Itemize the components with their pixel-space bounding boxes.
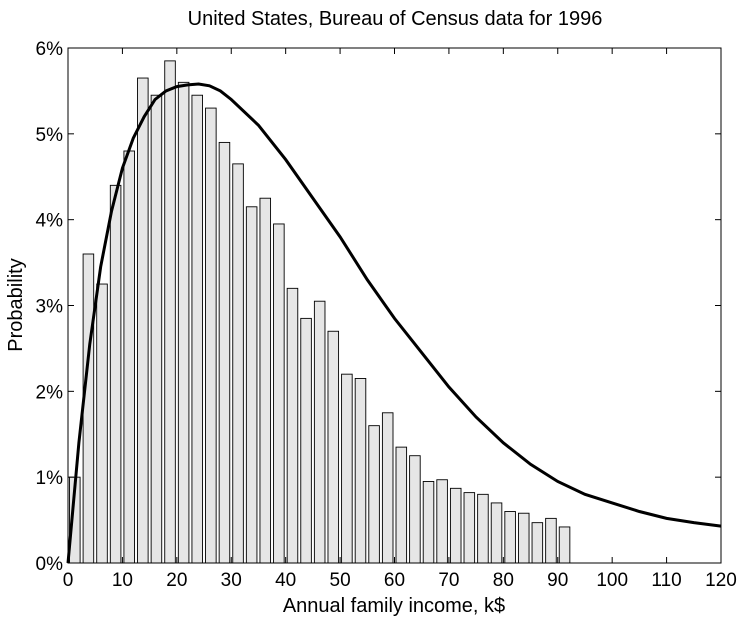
y-axis-title: Probability: [5, 258, 27, 351]
bar: [395, 446, 408, 564]
bar: [286, 287, 299, 564]
x-axis: 0 10 20 30 40 50 60 70 80 90 100 110 120: [63, 48, 737, 591]
bar: [558, 526, 571, 564]
y-tick-label: 5%: [36, 125, 64, 146]
x-tick-label: 90: [547, 570, 568, 591]
bar: [123, 150, 135, 564]
bar: [82, 253, 95, 564]
x-tick-label: 50: [330, 570, 351, 591]
bar: [545, 517, 557, 564]
y-tick-label: 6%: [36, 39, 64, 60]
bar: [273, 223, 285, 564]
bar: [504, 511, 516, 564]
bar: [109, 184, 122, 564]
bar: [368, 425, 380, 564]
x-tick-label: 110: [651, 570, 681, 591]
x-tick-label: 20: [166, 570, 187, 591]
bar: [463, 492, 476, 564]
y-tick-label: 0%: [36, 554, 64, 575]
chart-title: United States, Bureau of Census data for…: [188, 8, 603, 30]
bar: [354, 378, 367, 564]
y-tick-label: 3%: [36, 297, 64, 318]
bar: [436, 479, 448, 564]
bar: [341, 373, 353, 564]
bar: [490, 502, 503, 564]
bar: [449, 487, 462, 564]
bar: [517, 512, 530, 564]
x-tick-label: 60: [384, 570, 405, 591]
x-tick-label: 40: [275, 570, 296, 591]
x-tick-label: 100: [596, 570, 628, 591]
y-axis: 0% 1% 2% 3% 4% 5% 6%: [36, 39, 721, 575]
bar: [327, 330, 340, 564]
bar: [137, 77, 149, 564]
x-tick-label: 0: [63, 570, 74, 591]
bar: [259, 197, 272, 564]
bar: [300, 317, 312, 564]
bar: [150, 94, 163, 564]
bar: [313, 300, 326, 564]
bar: [218, 141, 231, 564]
bar: [205, 107, 217, 564]
x-tick-label: 10: [112, 570, 133, 591]
fit-curve-line: [66, 82, 722, 564]
y-tick-label: 2%: [36, 382, 64, 403]
y-tick-label: 4%: [36, 211, 64, 232]
x-tick-label: 80: [493, 570, 514, 591]
bar: [381, 412, 394, 564]
x-tick-label: 70: [438, 570, 459, 591]
x-axis-title: Annual family income, k$: [283, 595, 505, 617]
bar: [422, 481, 435, 564]
x-tick-label: 30: [221, 570, 242, 591]
bars-group: [69, 60, 571, 564]
y-tick-label: 1%: [36, 468, 64, 489]
bar: [409, 455, 421, 564]
bar: [477, 493, 489, 564]
x-tick-label: 120: [705, 570, 737, 591]
bar: [232, 163, 244, 564]
bar: [191, 94, 203, 564]
bar: [245, 206, 258, 564]
bar: [177, 81, 190, 564]
bar: [164, 60, 176, 564]
bar: [96, 283, 108, 564]
bar: [531, 522, 544, 564]
